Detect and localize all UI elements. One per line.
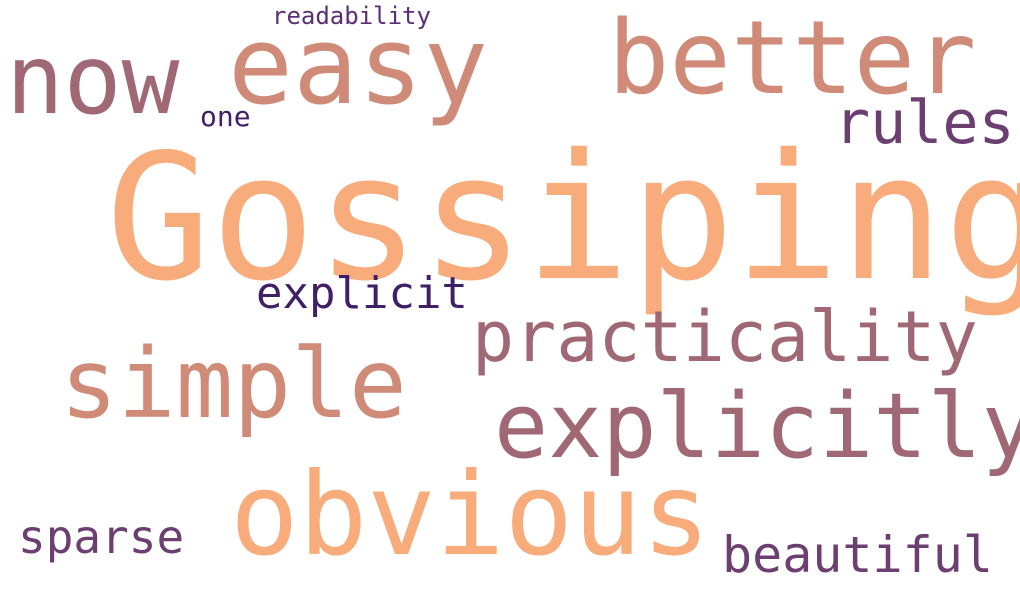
- word-one: one: [200, 100, 251, 133]
- word-obvious: obvious: [230, 448, 711, 581]
- word-readability: readability: [272, 2, 431, 30]
- word-practicality: practicality: [472, 296, 978, 378]
- word-better: better: [608, 0, 977, 118]
- word-rules: rules: [834, 88, 1015, 158]
- word-explicitly: explicitly: [494, 374, 1020, 479]
- word-sparse: sparse: [18, 510, 185, 564]
- word-gossiping: Gossiping: [106, 117, 1020, 320]
- word-easy: easy: [228, 4, 489, 129]
- word-simple: simple: [60, 328, 407, 440]
- word-now: now: [6, 24, 180, 136]
- word-explicit: explicit: [256, 268, 468, 319]
- word-beautiful: beautiful: [722, 526, 993, 584]
